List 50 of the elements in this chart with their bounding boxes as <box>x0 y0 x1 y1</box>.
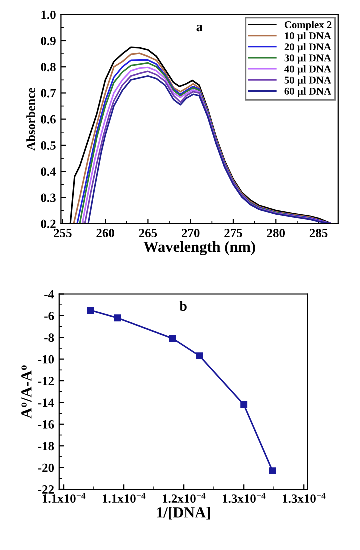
y-tick-label: 0.4 <box>41 168 56 176</box>
y-tick-label: 0.6 <box>41 115 56 124</box>
chart-title: a <box>196 25 204 32</box>
point <box>170 335 176 342</box>
y-tick-label: -8 <box>44 334 54 342</box>
x-tick-label: 1.2x10$^{−4}$ <box>163 493 206 504</box>
x-tick-label: 1.3x10$^{−4}$ <box>223 493 266 504</box>
x-tick-label: 265 <box>139 229 158 238</box>
y-tick-label: -14 <box>38 398 54 408</box>
legend-label: 60 µl DNA <box>284 88 332 98</box>
legend-label: 30 µl DNA <box>284 54 332 64</box>
x-axis-title: 1/[DNA] <box>157 507 210 520</box>
y-tick-label: -20 <box>38 464 54 472</box>
x-tick-label: 280 <box>267 229 286 238</box>
y-tick-label: 0.2 <box>41 220 56 228</box>
chart-title: b <box>180 301 187 312</box>
x-tick-label: 270 <box>182 229 200 238</box>
y-tick-label: -18 <box>38 442 54 451</box>
y-axis-title: A$^{o}$/A-A$^{o}$ <box>22 366 32 419</box>
y-tick-label: 1.0 <box>42 10 56 20</box>
x-tick-label: 285 <box>310 229 328 238</box>
legend-label: 50 µl DNA <box>284 76 332 86</box>
point <box>87 307 94 314</box>
y-tick-label: -16 <box>38 420 54 429</box>
legend-label: 10 µl DNA <box>285 32 332 42</box>
y-tick-label: -12 <box>38 377 54 386</box>
point <box>240 401 248 408</box>
point <box>196 352 204 360</box>
x-axis-title: Wavelength (nm) <box>144 241 256 256</box>
y-tick-label: 0.8 <box>41 63 56 72</box>
x-tick-label: 1.1x10$^{−4}$ <box>42 493 86 504</box>
point <box>114 314 122 322</box>
y-axis-title: Absorbence <box>26 88 36 151</box>
x-tick-label: 255 <box>54 229 72 238</box>
x-tick-label: 260 <box>96 229 114 238</box>
y-tick-label: -6 <box>44 312 54 320</box>
point <box>269 468 276 475</box>
y-tick-label: 0.5 <box>41 142 56 150</box>
legend-label: Complex 2 <box>284 21 332 31</box>
x-tick-label: 1.3x10$^{−4}$ <box>283 493 326 504</box>
legend-label: 20 µl DNA <box>284 43 332 53</box>
y-tick-label: 0.3 <box>41 194 56 202</box>
x-tick-label: 1.1x10$^{−4}$ <box>102 493 146 504</box>
y-tick-label: -10 <box>38 355 54 364</box>
y-tick-label: 0.9 <box>41 37 56 46</box>
y-tick-label: -22 <box>38 486 54 494</box>
y-tick-label: 0.7 <box>41 89 56 98</box>
y-tick-label: -4 <box>44 290 54 299</box>
x-tick-label: 275 <box>224 229 242 238</box>
legend-label: 40 µl DNA <box>284 65 332 75</box>
